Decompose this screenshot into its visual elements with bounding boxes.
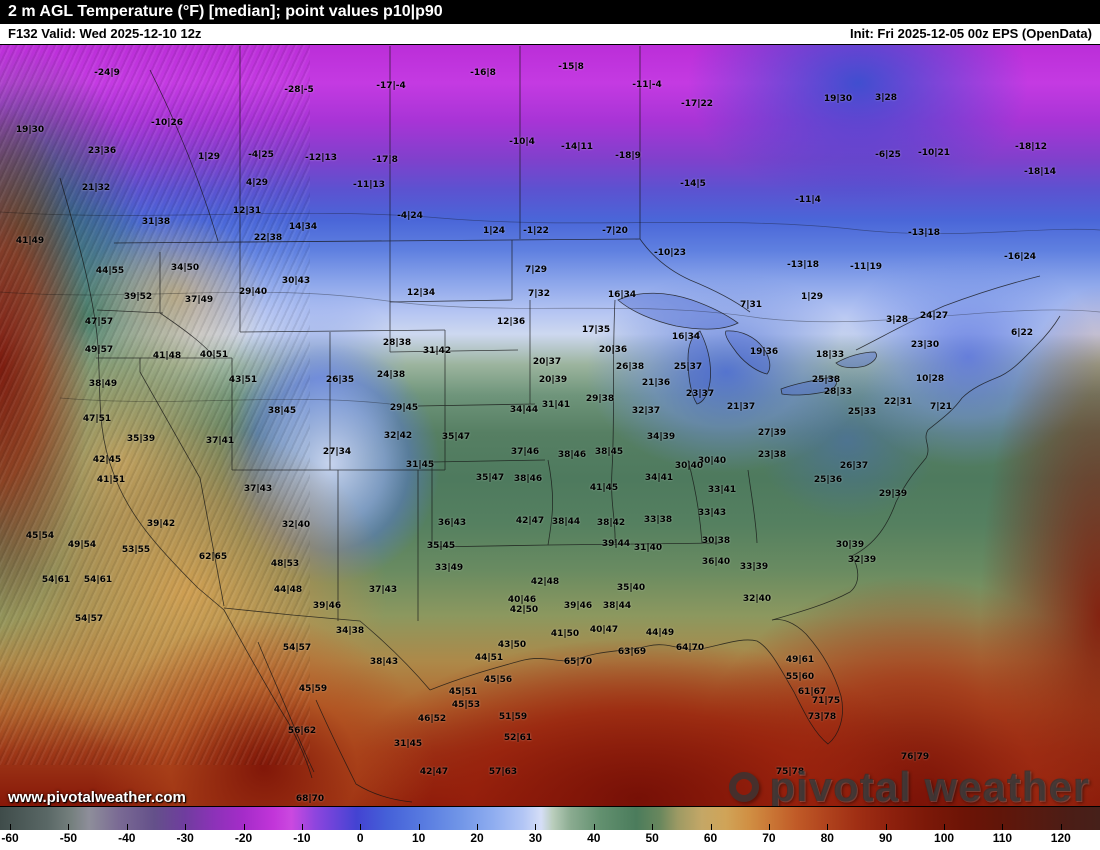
map-title: 2 m AGL Temperature (°F) [median]; point… [0,0,1100,24]
colorbar-tick-label: 70 [762,831,776,845]
colorbar-tick-label: -60 [1,831,19,845]
colorbar-tick-label: 50 [645,831,659,845]
colorbar-tick-label: 20 [470,831,484,845]
colorbar-tick-label: 120 [1050,831,1071,845]
colorbar-tick [593,824,595,830]
colorbar-tick [535,824,537,830]
colorbar-tick-label: 40 [587,831,601,845]
colorbar-tick [477,824,479,830]
brand-watermark: pivotal weather [729,763,1090,811]
forecast-info-bar: F132 Valid: Wed 2025-12-10 12z Init: Fri… [0,24,1100,45]
colorbar-tick [418,824,420,830]
colorbar-tick [10,824,11,830]
colorbar-labels: -60 -50 -40 -30 -20 -10 0 10 20 30 40 50 60 70 80 90 100… [1,830,1090,850]
colorbar-tick-label: 60 [703,831,718,845]
colorbar-tick-label: 30 [528,831,543,845]
colorbar-tick [944,824,946,830]
colorbar-tick-label: 10 [411,831,426,845]
colorbar-tick-label: 90 [878,831,893,845]
colorbar-tick-label: 80 [820,831,834,845]
colorbar-tick [710,824,712,830]
colorbar-tick [360,824,362,830]
colorbar-tick [68,824,70,830]
colorbar-tick-label: 0 [356,831,364,845]
valid-time-label: F132 Valid: Wed 2025-12-10 12z [8,26,202,41]
colorbar-tick-label: 110 [992,831,1013,845]
pivotal-weather-logo-icon [729,772,760,802]
colorbar-tick-label: -30 [176,831,194,845]
colorbar-tick-label: -20 [234,831,253,845]
colorbar-tick [1060,824,1062,830]
terrain-texture [0,45,310,765]
colorbar-tick-label: 100 [934,831,955,845]
brand-text: pivotal weather [769,763,1090,810]
colorbar-tick-label: -10 [293,831,311,845]
init-time-label: Init: Fri 2025-12-05 00z EPS (OpenData) [849,26,1092,41]
colorbar-tick [827,824,829,830]
colorbar-tick [301,824,303,830]
colorbar-tick [243,824,245,830]
colorbar-tick [185,824,187,830]
colorbar-tick-label: -40 [118,831,136,845]
colorbar-tick [1002,824,1004,830]
colorbar-tick [768,824,770,830]
colorbar [0,806,1100,830]
colorbar-tick-label: -50 [59,831,78,845]
colorbar-tick [126,824,128,830]
site-url-watermark: www.pivotalweather.com [8,789,186,806]
colorbar-tick [885,824,887,830]
colorbar-tick [652,824,654,830]
